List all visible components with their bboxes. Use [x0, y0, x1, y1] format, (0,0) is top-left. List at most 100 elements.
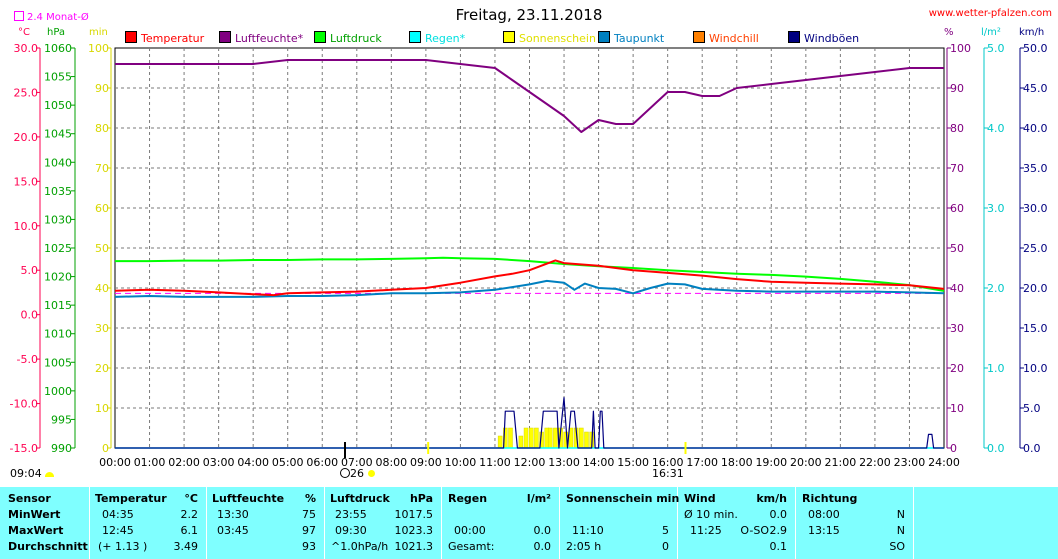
stats-head: Richtung — [802, 492, 858, 505]
legend-label: Temperatur — [141, 32, 205, 45]
legend-rain: Regen* — [409, 31, 465, 45]
stats-value: 75 — [302, 508, 316, 521]
stats-value: 5 — [662, 524, 669, 537]
time-tick-label: 00:00 — [99, 456, 131, 469]
stats-time: 13:30 — [217, 508, 249, 521]
sunshine-bar — [579, 427, 584, 449]
temperature-axis: 30.0 25.0 20.0 15.0 10.0 5.0 0.0 -5.0 -10.0 -15.0 — [10, 42, 41, 455]
site-link[interactable]: www.wetter-pfalzen.com — [928, 8, 1052, 19]
legend-pressure: Luftdruck — [314, 31, 382, 45]
moon-icon — [340, 468, 350, 478]
time-tick-label: 02:00 — [168, 456, 200, 469]
sunrise-label: 09:04 — [10, 467, 55, 480]
legend-swatch — [598, 31, 610, 43]
legend-label: Sonnenschein — [519, 32, 596, 45]
temperature-line — [114, 259, 945, 297]
stats-value: 97 — [302, 524, 316, 537]
stats-value: 1023.3 — [394, 524, 434, 537]
humidity-unit-label: % — [944, 27, 954, 38]
humidity-tick-label: 50 — [950, 242, 964, 255]
time-tick-label: 13:00 — [548, 456, 580, 469]
stats-time: 23:55 — [335, 508, 367, 521]
humidity-tick-label: 30 — [950, 322, 964, 335]
stats-sunshine-column: Sonnenschein min 11:10 5 2:05 h 0 — [560, 487, 679, 559]
sunshine-bar — [528, 427, 534, 449]
windgust-line — [115, 397, 944, 449]
pressure-tick-label: 1050 — [44, 99, 72, 112]
legend-swatch — [503, 31, 515, 43]
sun-tick-label: 0 — [102, 442, 109, 455]
time-tick-label: 10:00 — [445, 456, 477, 469]
sun-unit-label: min — [89, 27, 108, 38]
stats-direction-column: Richtung 08:00 N 13:15 N SO — [796, 487, 914, 559]
legend-label: Windchill — [709, 32, 759, 45]
wind-tick-label: 40.0 — [1023, 122, 1048, 135]
sun-tick-label: 30 — [95, 322, 109, 335]
temp-tick-label: 15.0 — [14, 175, 39, 188]
legend-label: Taupunkt — [614, 32, 665, 45]
sun-tick-label: 20 — [95, 362, 109, 375]
monthly-average-label: 2.4 Monat-Ø — [14, 11, 89, 23]
time-tick-label: 09:00 — [410, 456, 442, 469]
rain-axis: 5.0 4.0 3.0 2.0 1.0 0.0 — [983, 42, 1005, 455]
stats-temperature-column: Temperatur °C 04:35 2.2 12:45 6.1 (+ 1.1… — [90, 487, 207, 559]
humidity-tick-label: 20 — [950, 362, 964, 375]
stats-value: 0.0 — [769, 508, 788, 521]
stats-head: Luftdruck — [330, 492, 390, 505]
stats-value: 6.1 — [180, 524, 199, 537]
time-tick-label: 04:00 — [237, 456, 269, 469]
temp-tick-label: 25.0 — [14, 86, 39, 99]
pressure-tick-label: 1025 — [44, 242, 72, 255]
rain-tick-label: 4.0 — [987, 122, 1005, 135]
legend-swatch — [219, 31, 231, 43]
time-tick-label: 05:00 — [272, 456, 304, 469]
temp-tick-label: 0.0 — [21, 309, 39, 322]
wind-axis: 50.0 45.0 40.0 35.0 30.0 25.0 20.0 15.0 10.0 5.0 0… — [1019, 42, 1048, 455]
rain-tick-label: 5.0 — [987, 42, 1005, 55]
time-tick-label: 23:00 — [894, 456, 926, 469]
time-axis: 00:00 01:00 02:00 03:00 04:00 05:00 06:00 07:00… — [99, 456, 960, 469]
wind-tick-label: 10.0 — [1023, 362, 1048, 375]
stats-unit: l/m² — [526, 492, 551, 505]
stats-value: 2.2 — [180, 508, 199, 521]
legend-label: Luftdruck — [330, 32, 382, 45]
temp-tick-label: -5.0 — [17, 353, 38, 366]
legend-swatch — [314, 31, 326, 43]
pressure-line — [115, 256, 945, 292]
stats-value: N — [896, 524, 905, 537]
stats-pressure-column: Luftdruck hPa 23:55 1017.5 09:30 1023.3 … — [325, 487, 442, 559]
sun-tick-label: 90 — [95, 82, 109, 95]
legend-swatch — [409, 31, 421, 43]
stats-time: (+ 1.13 ) — [98, 540, 148, 553]
stats-value: 0.0 — [533, 524, 552, 537]
moon-dot-icon — [367, 470, 375, 477]
stats-value: SO — [889, 540, 905, 553]
stats-humidity-column: Luftfeuchte % 13:30 75 03:45 97 93 — [207, 487, 325, 559]
legend-label: Luftfeuchte* — [235, 32, 304, 45]
wind-tick-label: 50.0 — [1023, 42, 1048, 55]
stats-row-label-min: MinWert — [8, 508, 61, 521]
stats-time: 2:05 h — [566, 540, 602, 553]
wind-tick-label: 5.0 — [1023, 402, 1041, 415]
sunshine-bar — [518, 435, 524, 449]
time-tick-label: 14:00 — [583, 456, 615, 469]
pressure-tick-label: 1055 — [44, 71, 72, 84]
legend-swatch — [125, 31, 137, 43]
stats-rain-column: Regen l/m² 00:00 0.0 Gesamt: 0.0 — [442, 487, 560, 559]
stats-time: 03:45 — [217, 524, 249, 537]
legend-humidity: Luftfeuchte* — [219, 31, 303, 45]
time-tick-label: 20:00 — [790, 456, 822, 469]
pressure-tick-label: 1045 — [44, 128, 72, 141]
sunshine-bar — [547, 427, 553, 449]
sunshine-bar — [534, 427, 539, 449]
stats-value: 1017.5 — [394, 508, 434, 521]
stats-unit: % — [304, 492, 316, 505]
sun-tick-label: 50 — [95, 242, 109, 255]
stats-time: 00:00 — [454, 524, 486, 537]
legend-label: Windböen — [804, 32, 860, 45]
page-title: Freitag, 23.11.2018 — [455, 6, 603, 24]
rain-tick-label: 2.0 — [987, 282, 1005, 295]
pressure-tick-label: 990 — [51, 442, 72, 455]
wind-tick-label: 35.0 — [1023, 162, 1048, 175]
